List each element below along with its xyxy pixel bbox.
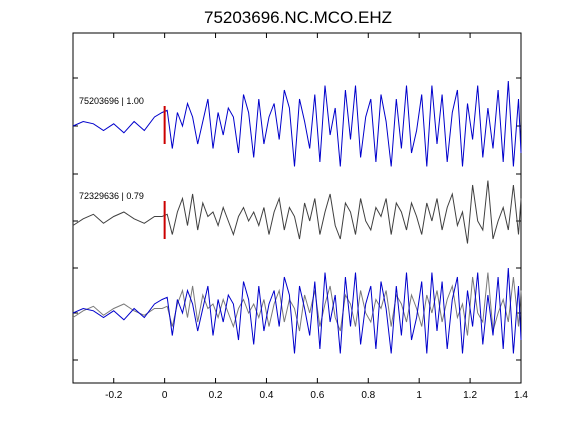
x-tick-label-1: 0	[162, 390, 168, 401]
traces-layer	[72, 80, 522, 244]
overlay-primary-line	[72, 267, 522, 354]
trace-label-1: 72329636 | 0.79	[79, 191, 144, 201]
plot-area-frame	[72, 32, 522, 384]
trace-line-1	[72, 180, 522, 244]
trace-line-0	[72, 80, 522, 167]
y-ticks-left	[73, 77, 78, 361]
x-tick-label-0: -0.2	[105, 390, 123, 401]
chart-title: 75203696.NC.MCO.EHZ	[204, 8, 392, 27]
x-tick-label-7: 1.2	[463, 390, 477, 401]
x-axis-tick-labels: -0.2 0 0.2 0.4 0.6 0.8 1 1.2 1.4	[105, 390, 528, 401]
x-tick-label-5: 0.8	[361, 390, 375, 401]
x-tick-label-8: 1.4	[514, 390, 528, 401]
x-tick-label-3: 0.4	[260, 390, 274, 401]
x-axis-ticks	[113, 33, 522, 383]
overlay-secondary-line	[72, 272, 522, 336]
x-tick-label-4: 0.6	[310, 390, 324, 401]
trace-label-0: 75203696 | 1.00	[79, 96, 144, 106]
overlay-layer	[72, 267, 522, 354]
x-tick-label-2: 0.2	[209, 390, 223, 401]
x-tick-label-6: 1	[416, 390, 422, 401]
trace-labels: 75203696 | 1.00 72329636 | 0.79	[79, 96, 144, 201]
